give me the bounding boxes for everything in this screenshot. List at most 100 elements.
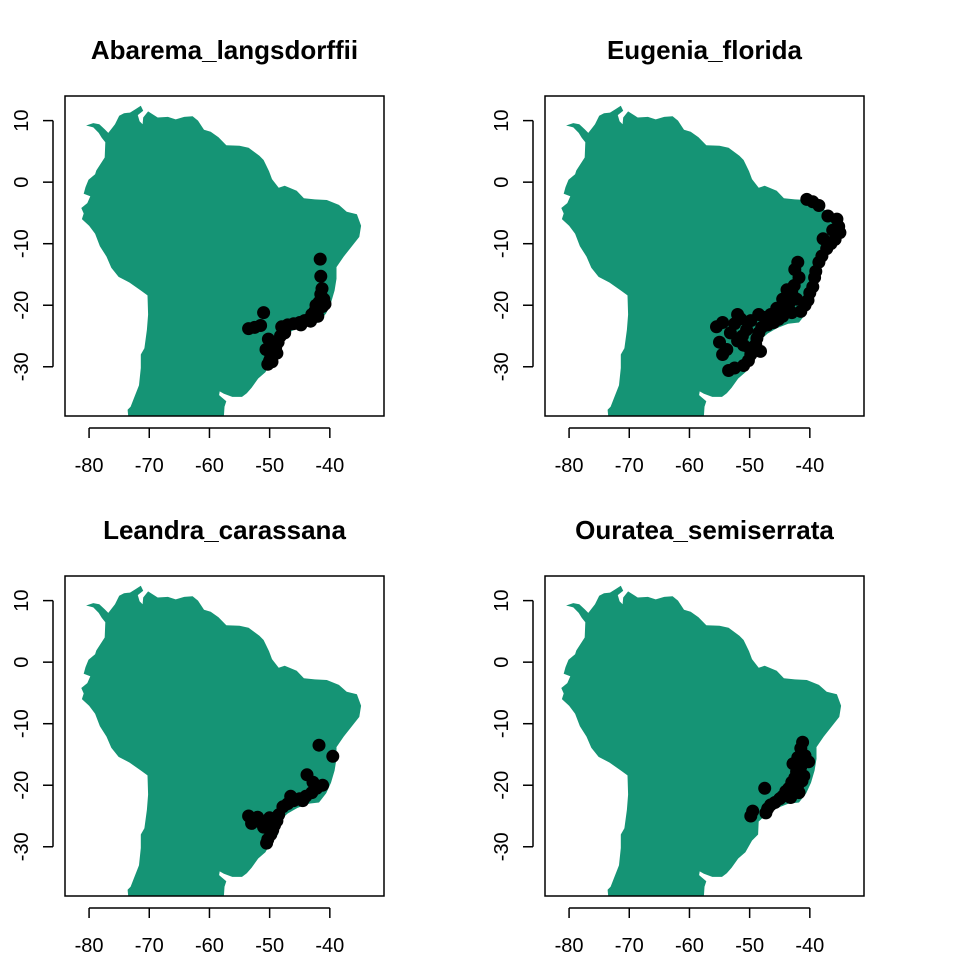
south-america-landmass: [81, 585, 362, 896]
occurrence-point: [270, 346, 284, 360]
panel-leandra: Leandra_carassana -80 -70 -60 -50 -40100-10-…: [11, 515, 385, 957]
x-tick-label: -80: [75, 455, 104, 477]
occurrence-point: [242, 809, 256, 823]
plot-frame: [544, 95, 865, 417]
occurrence-point: [284, 789, 298, 803]
y-tick-label: -10: [491, 709, 513, 738]
x-tick-label: -80: [555, 455, 584, 477]
x-tick-label: -70: [135, 935, 164, 957]
occurrence-points: [242, 738, 340, 850]
occurrence-point: [306, 775, 320, 789]
occurrence-point: [716, 316, 730, 329]
land-map: [81, 105, 362, 416]
plot-frame: [544, 575, 865, 897]
y-tick-label: 10: [491, 109, 513, 131]
occurrence-point: [784, 791, 798, 804]
y-tick-label: -20: [491, 771, 513, 800]
occurrence-point: [318, 297, 332, 311]
panel-title: Eugenia_florida: [607, 35, 803, 65]
south-america-landmass: [561, 585, 842, 896]
occurrence-point: [242, 322, 256, 336]
occurrence-point: [758, 781, 772, 795]
occurrence-point: [264, 826, 278, 840]
y-tick-label: 0: [11, 177, 33, 188]
plot-frame: [64, 95, 385, 417]
y-tick-label: 0: [491, 177, 513, 188]
x-tick-label: -60: [675, 455, 704, 477]
occurrence-point: [759, 806, 773, 820]
panel-abarema: Abarema_langsdorffii -80 -70 -60 -50 -40100-…: [11, 35, 385, 477]
occurrence-point: [304, 314, 318, 328]
x-tick-label: -70: [615, 455, 644, 477]
panel-ouratea: Ouratea_semiserrata -80 -70 -60 -50 -40 10 0 -1…: [491, 515, 865, 957]
axes: -80 -70 -60 -50 -40 10 0 -10 -20 -30: [491, 589, 824, 957]
x-tick-label: -50: [255, 935, 284, 957]
occurrence-point: [260, 836, 274, 850]
y-tick-label: -10: [11, 709, 33, 738]
x-tick-label: -50: [735, 935, 764, 957]
x-tick-label: -40: [795, 935, 824, 957]
y-tick-label: -30: [11, 832, 33, 861]
y-tick-label: 10: [11, 109, 33, 131]
land-map: [561, 585, 842, 896]
y-tick-label: 10: [491, 589, 513, 611]
x-tick-label: -80: [75, 935, 104, 957]
x-tick-label: -40: [315, 455, 344, 477]
occurrence-point: [816, 232, 830, 246]
x-tick-label: -50: [255, 455, 284, 477]
y-tick-label: -20: [11, 291, 33, 320]
occurrence-points: [710, 192, 847, 377]
occurrence-point: [826, 223, 840, 237]
plot-frame: [64, 575, 385, 897]
x-tick-label: -60: [195, 935, 224, 957]
x-tick-label: -60: [675, 935, 704, 957]
axes: -80 -70 -60 -50 -40 10 0 -10 -20 -30: [491, 109, 824, 477]
occurrence-point: [257, 306, 271, 320]
y-tick-label: -10: [491, 229, 513, 258]
occurrence-point: [743, 341, 757, 355]
y-tick-label: -10: [11, 229, 33, 258]
occurrence-point: [296, 794, 310, 808]
y-tick-label: -20: [11, 771, 33, 800]
y-tick-label: -30: [491, 352, 513, 381]
occurrence-point: [314, 269, 328, 283]
x-tick-label: -50: [735, 455, 764, 477]
occurrence-point: [720, 343, 734, 356]
y-tick-label: -30: [11, 352, 33, 381]
panel-eugenia: Eugenia_florida -80 -70 -60 -50 -40 10 0 -10 -20…: [491, 35, 865, 477]
south-america-landmass: [561, 105, 842, 416]
occurrence-point: [812, 199, 826, 212]
panel-title: Abarema_langsdorffii: [91, 35, 358, 65]
occurrence-point: [326, 749, 340, 763]
occurrence-point: [722, 364, 736, 377]
x-tick-label: -60: [195, 455, 224, 477]
land-map: [81, 585, 362, 896]
x-tick-label: -40: [795, 455, 824, 477]
y-tick-label: -30: [491, 832, 513, 861]
south-america-landmass: [81, 105, 362, 416]
x-tick-label: -40: [315, 935, 344, 957]
y-tick-label: 10: [11, 589, 33, 611]
occurrence-point: [780, 283, 794, 297]
occurrence-point: [770, 301, 784, 315]
occurrence-point: [728, 317, 742, 331]
occurrence-points: [744, 735, 816, 823]
panel-title: Ouratea_semiserrata: [575, 515, 834, 545]
occurrence-point: [312, 738, 326, 752]
land-map: [561, 105, 842, 416]
y-tick-label: -20: [491, 291, 513, 320]
occurrence-point: [786, 757, 800, 771]
occurrence-point: [735, 329, 749, 343]
x-tick-label: -80: [555, 935, 584, 957]
occurrence-point: [313, 252, 327, 266]
occurrence-point: [261, 332, 275, 346]
occurrence-point: [744, 809, 758, 823]
axes: -80 -70 -60 -50 -40 10 0 -10 -20 -30: [11, 109, 344, 477]
occurrence-point: [754, 344, 767, 358]
panel-title: Leandra_carassana: [103, 515, 346, 545]
occurrence-point: [263, 811, 277, 825]
occurrence-points: [242, 252, 332, 371]
occurrence-point: [795, 774, 809, 788]
y-tick-label: 0: [491, 657, 513, 668]
